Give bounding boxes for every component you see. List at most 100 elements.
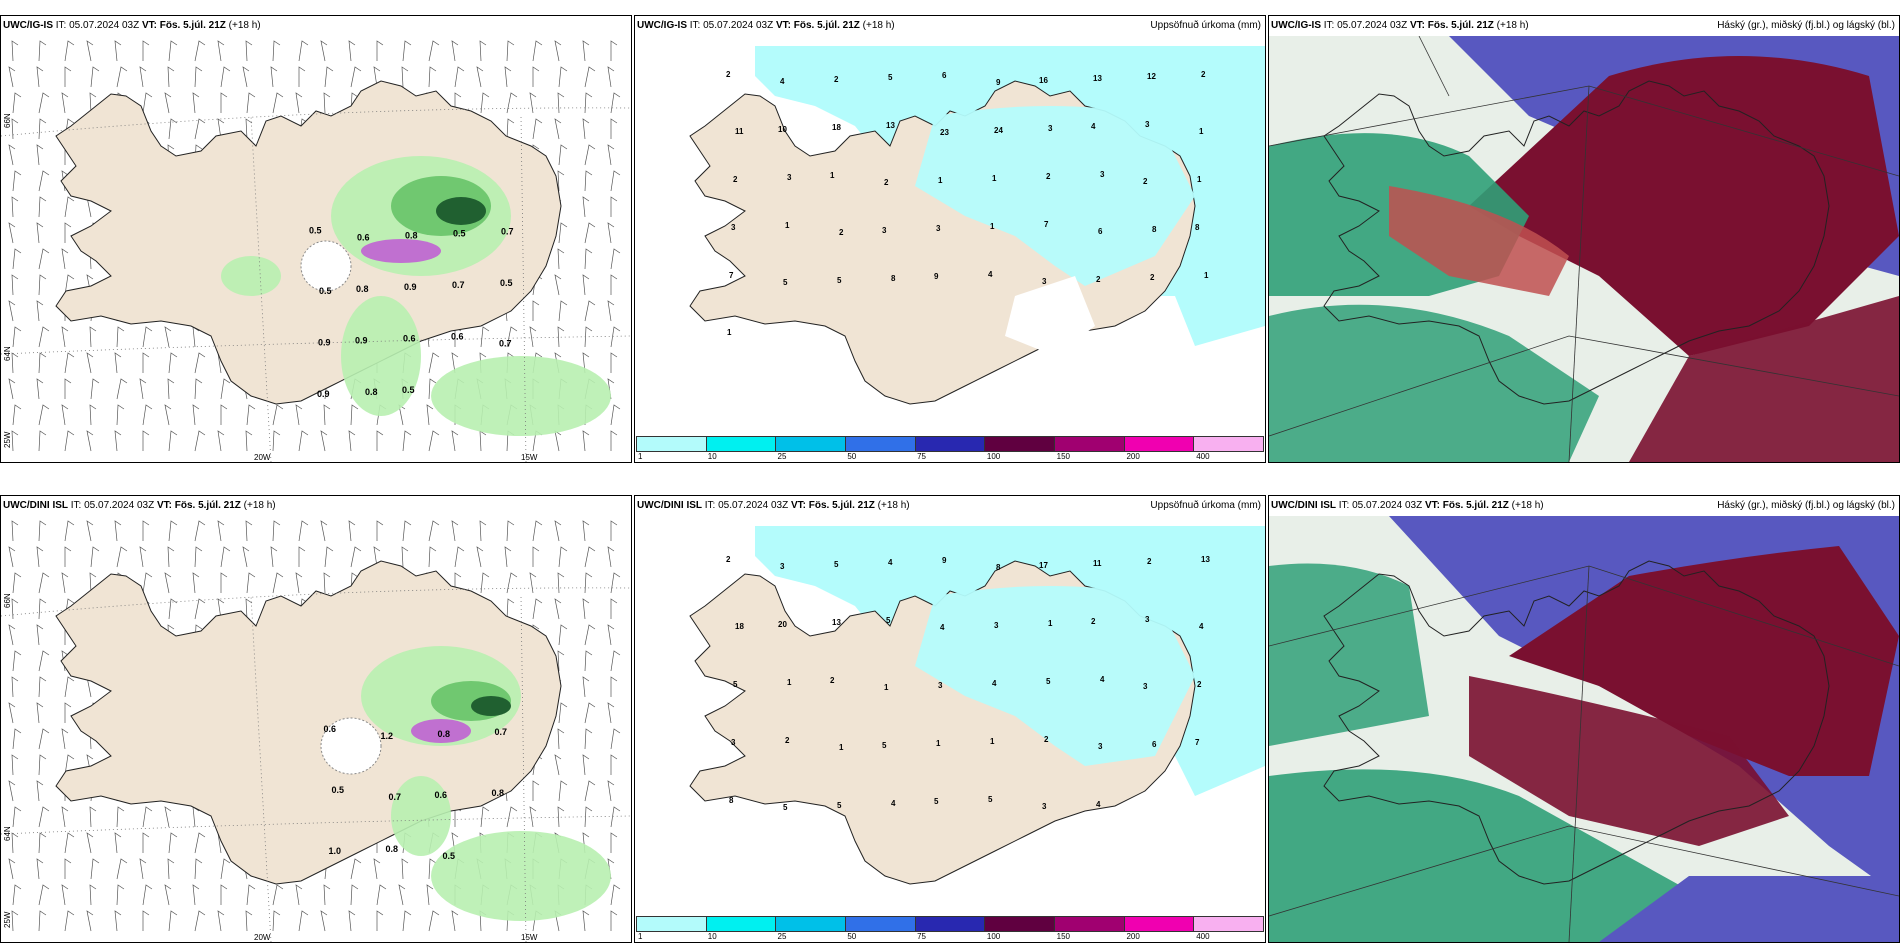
legend-tick: 150 (1056, 932, 1071, 941)
value-labels: 0.5 0.6 0.8 0.5 0.7 0.5 0.8 0.9 0.7 0.5 0.9 0.9 0.6 0… (309, 225, 514, 399)
wind-barb (64, 832, 75, 854)
wind-barb (610, 40, 618, 61)
wind-barb (272, 884, 284, 906)
wind-barb (64, 40, 75, 62)
wind-barb (36, 144, 44, 166)
wind-barb (194, 598, 206, 620)
wind-barb (220, 378, 231, 400)
precip-title: Uppsöfnuð úrkoma (mm) (1150, 20, 1261, 31)
legend-tick: 100 (986, 452, 1001, 461)
wind-barb (554, 118, 562, 140)
wind-barb (245, 40, 253, 62)
value-label: 12 (1147, 72, 1156, 81)
wind-barb (64, 274, 75, 296)
wind-barb (558, 300, 568, 322)
value-label: 4 (891, 799, 896, 808)
wind-barb (376, 40, 384, 61)
wind-barb (506, 92, 518, 114)
wind-barb (607, 780, 615, 802)
wind-barb (532, 598, 543, 620)
value-label: 3 (1145, 120, 1150, 129)
wind-barb (245, 430, 253, 452)
value-label: 8 (996, 563, 1001, 572)
panel-title: UWC/DINI ISL IT: 05.07.2024 03Z VT: Fös.… (637, 500, 910, 511)
wind-barb (86, 430, 94, 452)
wind-barb (64, 910, 75, 932)
wind-barb (38, 728, 50, 750)
wind-barb (476, 66, 484, 88)
value-label: 5 (882, 741, 887, 750)
lat-label: 64N (3, 346, 12, 361)
wind-barb (610, 598, 618, 619)
legend-swatch (776, 917, 847, 931)
wind-barb (142, 832, 150, 853)
wind-barb (506, 598, 515, 620)
value-label: 2 (1147, 557, 1152, 566)
value-label: 24 (994, 126, 1003, 135)
wind-barb (64, 520, 75, 542)
wind-barb (504, 546, 512, 568)
wind-barb (220, 66, 231, 88)
value-label: 5 (886, 616, 891, 625)
wind-barb (479, 40, 487, 62)
value-label: 1 (992, 174, 997, 183)
value-label: 18 (735, 622, 744, 631)
value-labels: 0.6 1.2 0.8 0.7 0.5 0.7 0.6 0.8 1.0 0.8 0.5 (324, 724, 508, 861)
wind-barb (451, 520, 459, 542)
wind-barb (582, 118, 590, 140)
lon-label: 20W (254, 933, 271, 942)
wind-barb (584, 92, 593, 114)
lat-label: 66N (3, 593, 12, 608)
value-label: 3 (994, 621, 999, 630)
value-label: 0.9 (318, 337, 331, 347)
wind-barb (554, 274, 562, 296)
value-label: 18 (832, 123, 841, 132)
wind-barb (38, 248, 50, 270)
value-label: 3 (1042, 802, 1047, 811)
value-label: 11 (1093, 559, 1102, 568)
cloud-title: Háský (gr.), miðský (fj.bl.) og lágský (… (1717, 20, 1895, 31)
wind-barb (320, 40, 328, 62)
wind-barb (607, 702, 615, 724)
wind-barb (116, 66, 128, 88)
wind-barb (272, 92, 284, 114)
wind-barb (610, 520, 618, 541)
wind-barb (272, 404, 284, 426)
legend-tick: 400 (1196, 452, 1210, 461)
wind-barb (217, 430, 225, 452)
wind-barb (38, 404, 50, 426)
wind-barb (38, 910, 47, 932)
wind-barb (348, 520, 356, 542)
wind-barb (11, 676, 19, 698)
value-label: 5 (1046, 677, 1051, 686)
wind-barb (38, 598, 47, 620)
value-label: 5 (837, 276, 842, 285)
wind-barb (64, 858, 72, 879)
wind-barb (610, 196, 618, 217)
wind-barb (38, 118, 47, 140)
wind-barb (61, 404, 69, 426)
precip-panel-top: UWC/IG-IS IT: 05.07.2024 03Z VT: Fös. 5.… (634, 15, 1266, 463)
value-label: 9 (942, 556, 947, 565)
wind-barb (582, 196, 590, 218)
wind-barb (428, 858, 437, 880)
value-label: 2 (839, 228, 844, 237)
lon-label: 20W (254, 453, 271, 462)
legend-swatch (846, 917, 916, 931)
value-label: 1 (990, 222, 995, 231)
value-label: 13 (886, 121, 895, 130)
wind-barb (298, 546, 306, 567)
wind-barb (36, 624, 44, 646)
panel-title: UWC/DINI ISL IT: 05.07.2024 03Z VT: Fös.… (1271, 500, 1544, 511)
value-label: 0.7 (389, 792, 402, 802)
value-label: 2 (1201, 70, 1206, 79)
wind-barb (38, 196, 47, 218)
wind-barb (36, 702, 44, 724)
wind-barb (8, 300, 16, 322)
wind-barb (504, 66, 512, 88)
value-label: 0.9 (317, 389, 330, 399)
value-label: 5 (988, 795, 993, 804)
wind-barb (86, 40, 94, 62)
wind-barb (61, 326, 69, 348)
